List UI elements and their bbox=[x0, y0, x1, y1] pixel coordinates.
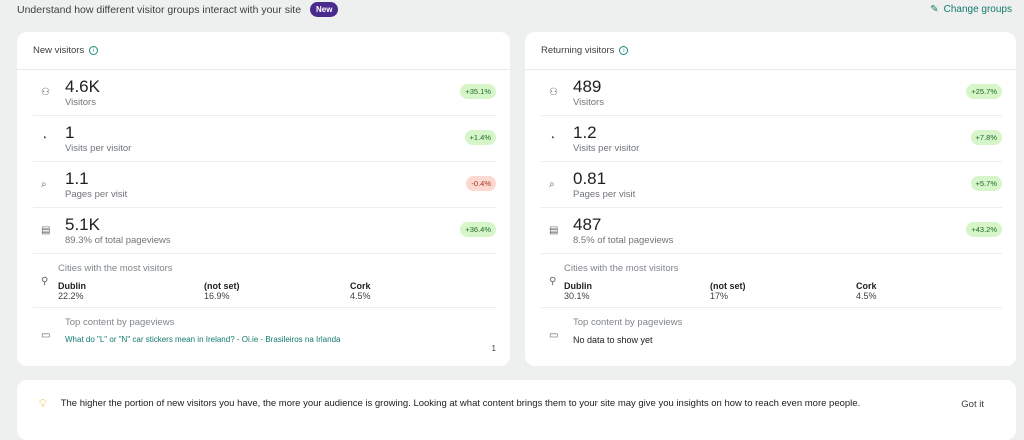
top-content-title: Top content by pageviews bbox=[573, 317, 683, 328]
city-name: Cork bbox=[350, 281, 371, 291]
metric-value: 1.2 bbox=[573, 122, 597, 142]
top-content-row: ▭ Top content by pageviews No data to show… bbox=[541, 308, 1002, 366]
metric-label: 89.3% of total pageviews bbox=[65, 234, 171, 246]
metric-value: 0.81 bbox=[573, 168, 607, 188]
cities-row: ⚲ Cities with the most visitors Dublin 30.1… bbox=[541, 254, 1002, 308]
change-badge: -0.4% bbox=[466, 176, 496, 191]
location-pin-icon: ⚲ bbox=[41, 276, 49, 287]
city-percent: 4.5% bbox=[350, 291, 371, 301]
people-icon: ⚇ bbox=[41, 87, 50, 98]
got-it-button[interactable]: Got it bbox=[961, 399, 984, 410]
city-item: Dublin 22.2% bbox=[58, 281, 204, 301]
metric-label: Visitors bbox=[65, 96, 96, 108]
change-groups-label: Change groups bbox=[943, 4, 1012, 15]
location-pin-icon: ⚲ bbox=[549, 276, 557, 287]
city-item: Dublin 30.1% bbox=[564, 281, 710, 301]
clock-icon: ◔ bbox=[41, 133, 48, 144]
info-icon[interactable]: i bbox=[89, 46, 99, 55]
change-badge: +43.2% bbox=[966, 222, 1002, 237]
calendar-page-icon: ▤ bbox=[41, 225, 51, 236]
pencil-icon: ✎ bbox=[930, 4, 939, 15]
city-percent: 17% bbox=[710, 291, 729, 301]
change-badge: +1.4% bbox=[464, 130, 496, 145]
no-data-text: No data to show yet bbox=[573, 335, 653, 345]
change-badge: +25.7% bbox=[966, 84, 1002, 99]
metric-label: Visitors bbox=[573, 96, 604, 108]
city-name: (not set) bbox=[710, 281, 746, 291]
page-search-icon: ⌕ bbox=[41, 179, 47, 190]
new-badge: New bbox=[310, 2, 339, 17]
metric-value: 489 bbox=[573, 76, 602, 96]
city-percent: 30.1% bbox=[564, 291, 590, 301]
city-name: Cork bbox=[856, 281, 877, 291]
cities-title: Cities with the most visitors bbox=[58, 263, 173, 274]
page-subtitle: Understand how different visitor groups … bbox=[17, 3, 302, 16]
metric-row: ⚇ 4.6K Visitors +35.1% bbox=[33, 70, 496, 116]
change-badge: +5.7% bbox=[970, 176, 1002, 191]
city-item: (not set) 16.9% bbox=[204, 281, 350, 301]
metric-row: ⌕ 0.81 Pages per visit +5.7% bbox=[541, 162, 1002, 208]
city-name: Dublin bbox=[58, 281, 86, 291]
metric-label: Pages per visit bbox=[573, 188, 636, 200]
top-content-title: Top content by pageviews bbox=[65, 317, 175, 328]
change-badge: +7.8% bbox=[970, 130, 1002, 145]
info-icon[interactable]: i bbox=[619, 46, 629, 55]
city-percent: 22.2% bbox=[58, 291, 84, 301]
change-badge: +36.4% bbox=[460, 222, 496, 237]
city-percent: 4.5% bbox=[856, 291, 877, 301]
metric-row: ▤ 5.1K 89.3% of total pageviews +36.4% bbox=[33, 208, 496, 254]
lightbulb-icon: 💡︎ bbox=[39, 398, 47, 410]
card-header: New visitors i bbox=[17, 32, 510, 70]
browser-window-icon: ▭ bbox=[41, 330, 51, 341]
new-visitors-card: New visitors i ⚇ 4.6K Visitors +35.1% ◔ 1 Visits… bbox=[17, 32, 510, 366]
page-subtitle-bar: Understand how different visitor groups … bbox=[17, 2, 339, 17]
metric-value: 5.1K bbox=[65, 214, 100, 234]
top-content-link[interactable]: What do "L" or "N" car stickers mean in … bbox=[65, 335, 341, 344]
metric-label: Visits per visitor bbox=[573, 142, 640, 154]
calendar-page-icon: ▤ bbox=[549, 225, 559, 236]
browser-window-icon: ▭ bbox=[549, 330, 559, 341]
metric-row: ◔ 1 Visits per visitor +1.4% bbox=[33, 116, 496, 162]
metric-row: ⌕ 1.1 Pages per visit -0.4% bbox=[33, 162, 496, 208]
change-badge: +35.1% bbox=[460, 84, 496, 99]
returning-visitors-card: Returning visitors i ⚇ 489 Visitors +25.7% ◔ 1.… bbox=[525, 32, 1016, 366]
metric-value: 1 bbox=[65, 122, 75, 142]
page-search-icon: ⌕ bbox=[549, 179, 555, 190]
city-item: Cork 4.5% bbox=[856, 281, 1002, 301]
metric-row: ▤ 487 8.5% of total pageviews +43.2% bbox=[541, 208, 1002, 254]
tip-text: The higher the portion of new visitors y… bbox=[60, 398, 861, 409]
tip-banner: 💡︎ The higher the portion of new visitor… bbox=[17, 380, 1016, 440]
change-groups-button[interactable]: ✎ Change groups bbox=[930, 4, 1012, 15]
metric-label: Visits per visitor bbox=[65, 142, 132, 154]
metric-row: ⚇ 489 Visitors +25.7% bbox=[541, 70, 1002, 116]
city-name: (not set) bbox=[204, 281, 240, 291]
clock-icon: ◔ bbox=[549, 133, 556, 144]
card-title: Returning visitors bbox=[541, 45, 615, 56]
people-icon: ⚇ bbox=[549, 87, 558, 98]
metric-value: 4.6K bbox=[65, 76, 100, 96]
top-content-row: ▭ Top content by pageviews What do "L" or … bbox=[33, 308, 496, 366]
card-title: New visitors bbox=[33, 45, 85, 56]
cities-title: Cities with the most visitors bbox=[564, 263, 679, 274]
city-item: Cork 4.5% bbox=[350, 281, 496, 301]
city-item: (not set) 17% bbox=[710, 281, 856, 301]
metric-value: 487 bbox=[573, 214, 602, 234]
metric-label: Pages per visit bbox=[65, 188, 128, 200]
metric-row: ◔ 1.2 Visits per visitor +7.8% bbox=[541, 116, 1002, 162]
city-name: Dublin bbox=[564, 281, 592, 291]
metric-label: 8.5% of total pageviews bbox=[573, 234, 674, 246]
city-percent: 16.9% bbox=[204, 291, 230, 301]
card-header: Returning visitors i bbox=[525, 32, 1016, 70]
cities-row: ⚲ Cities with the most visitors Dublin 22.2… bbox=[33, 254, 496, 308]
metric-value: 1.1 bbox=[65, 168, 89, 188]
top-content-count: 1 bbox=[491, 344, 496, 353]
